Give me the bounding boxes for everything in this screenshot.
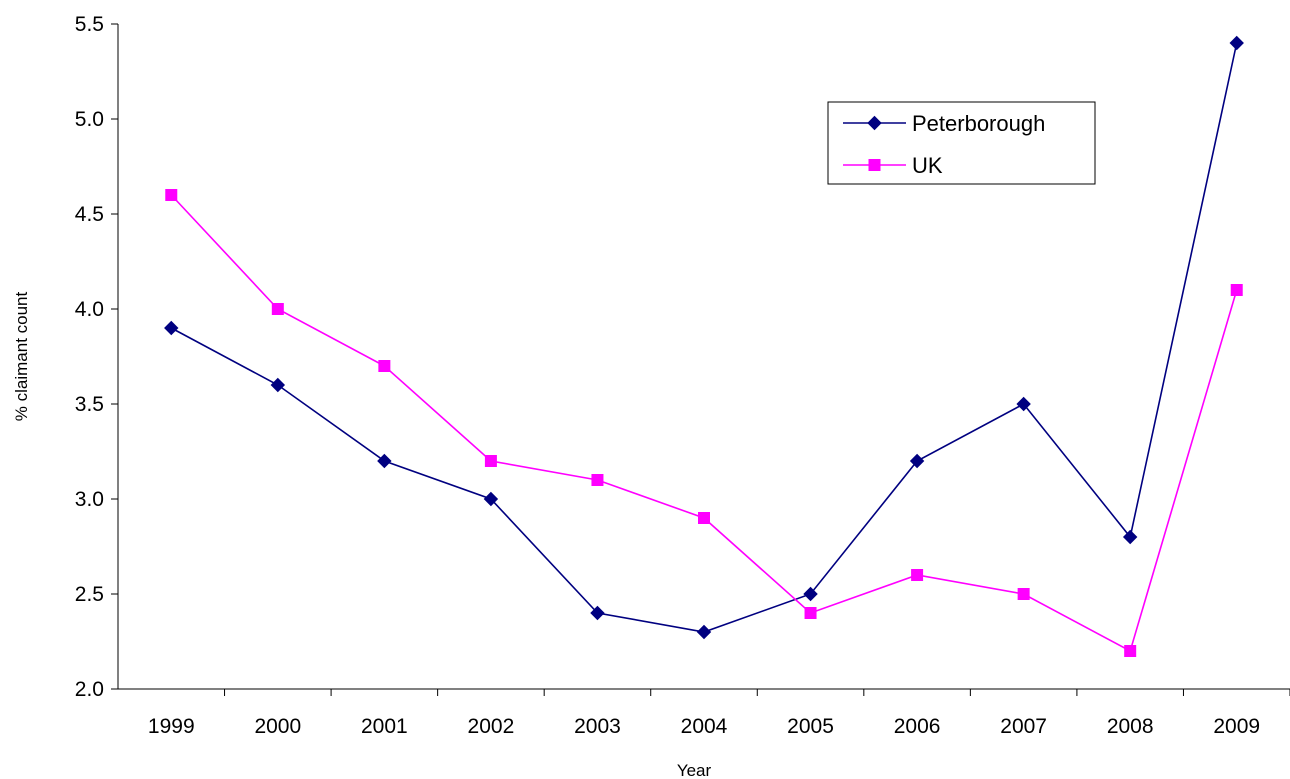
x-tick-label: 2004 xyxy=(681,715,728,738)
x-tick-label: 1999 xyxy=(148,715,195,738)
x-tick-label: 2001 xyxy=(361,715,408,738)
data-point-uk xyxy=(484,455,497,467)
data-point-uk xyxy=(165,189,178,201)
legend-marker-uk xyxy=(868,159,881,171)
x-tick-label: 2003 xyxy=(574,715,621,738)
x-tick-label: 2009 xyxy=(1213,715,1260,738)
data-point-peterborough xyxy=(1016,396,1031,412)
x-tick-label: 2006 xyxy=(894,715,941,738)
y-tick-label: 4.0 xyxy=(75,298,104,321)
data-point-peterborough xyxy=(483,491,499,507)
data-point-peterborough xyxy=(377,453,392,469)
data-point-peterborough xyxy=(696,624,712,640)
data-point-uk xyxy=(1230,284,1243,296)
legend: Peterborough UK xyxy=(827,101,1096,185)
data-point-uk xyxy=(1124,645,1137,657)
data-point-uk xyxy=(591,474,604,486)
y-axis-title: % claimant count xyxy=(12,291,31,421)
x-tick-label: 2005 xyxy=(787,715,834,738)
data-point-uk xyxy=(1017,588,1030,600)
y-tick-label: 4.5 xyxy=(75,203,104,226)
y-tick-label: 3.5 xyxy=(75,393,104,416)
data-point-peterborough xyxy=(270,377,286,393)
y-tick-label: 5.0 xyxy=(75,108,104,131)
x-tick-label: 2002 xyxy=(468,715,515,738)
x-tick-label: 2007 xyxy=(1000,715,1047,738)
x-ticks: 1999 2000 2001 2002 2003 2004 2005 2006 2007 2008… xyxy=(148,689,1290,738)
data-point-uk xyxy=(271,303,284,315)
data-point-peterborough xyxy=(1122,529,1138,545)
legend-marker-peterborough xyxy=(867,115,882,131)
x-axis-title: Year xyxy=(677,761,712,779)
data-point-peterborough xyxy=(803,586,818,602)
x-tick-label: 2008 xyxy=(1107,715,1154,738)
data-point-peterborough xyxy=(1229,35,1244,51)
data-point-peterborough xyxy=(909,453,925,469)
data-point-uk xyxy=(698,512,710,524)
legend-label-peterborough: Peterborough xyxy=(912,111,1045,136)
y-tick-label: 3.0 xyxy=(75,488,104,511)
data-point-uk xyxy=(378,360,391,372)
x-tick-label: 2000 xyxy=(254,715,301,738)
data-point-uk xyxy=(911,569,924,581)
y-ticks: 2.0 2.5 3.0 3.5 4.0 4.5 5.0 5.5 xyxy=(75,13,118,701)
data-point-peterborough xyxy=(590,605,605,621)
axes xyxy=(117,24,1290,690)
series-markers xyxy=(164,35,1244,657)
y-tick-label: 5.5 xyxy=(75,13,104,36)
data-point-peterborough xyxy=(164,320,179,336)
data-point-uk xyxy=(804,607,817,619)
legend-label-uk: UK xyxy=(912,153,943,178)
y-tick-label: 2.0 xyxy=(75,678,104,701)
y-tick-label: 2.5 xyxy=(75,583,104,606)
